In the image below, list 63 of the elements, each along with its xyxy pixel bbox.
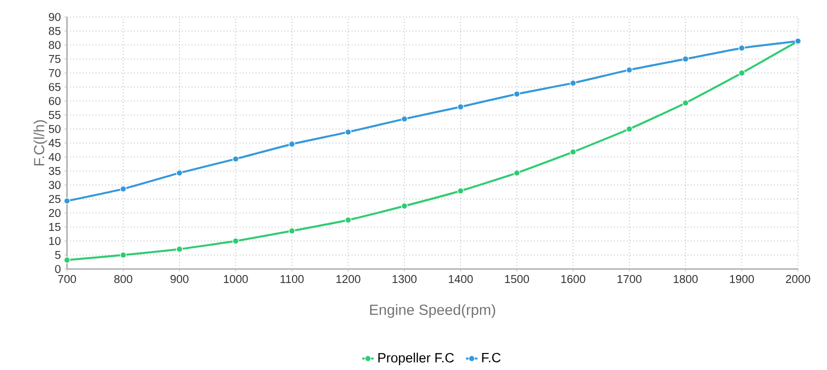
point (682, 100, 689, 106)
legend-label: Propeller F.C (378, 352, 454, 366)
point (120, 186, 127, 192)
y-tick-label: 60 (48, 96, 61, 106)
y-tick-label: 50 (48, 124, 61, 133)
x-tick-label: 1000 (224, 275, 248, 284)
point (626, 126, 633, 132)
y-tick-label: 25 (48, 194, 60, 203)
point (401, 116, 408, 122)
y-tick-label: 10 (49, 236, 61, 245)
y-tick-label: 90 (48, 13, 61, 22)
x-tick-label: 900 (170, 275, 188, 284)
y-axis-title: F.C(l/h) (34, 120, 48, 166)
y-tick-label: 65 (48, 82, 60, 92)
point (738, 70, 746, 76)
y-tick-label: 35 (48, 166, 60, 175)
point (401, 202, 408, 210)
x-axis-title: Engine Speed(rpm) (370, 304, 496, 318)
point (64, 256, 70, 264)
point (288, 140, 296, 148)
point (626, 66, 633, 74)
point (457, 104, 464, 110)
point (570, 148, 576, 156)
x-tick-label: 1900 (730, 275, 754, 284)
y-tick-label: 70 (48, 68, 61, 78)
point (176, 246, 183, 252)
x-tick-label: 800 (114, 275, 132, 284)
point (232, 238, 239, 244)
x-tick-label: 1800 (674, 275, 698, 284)
y-tick-label: 75 (48, 55, 60, 63)
point (457, 188, 464, 194)
y-tick-label: 20 (48, 208, 61, 217)
x-tick-label: 1700 (618, 275, 642, 284)
y-tick-label: 80 (48, 40, 61, 50)
y-tick-label: 15 (49, 223, 60, 231)
y-tick-label: 45 (48, 139, 60, 147)
point (176, 170, 183, 176)
x-tick-label: 700 (58, 275, 76, 284)
point (344, 216, 352, 224)
point (64, 198, 70, 204)
point (570, 80, 576, 86)
legend-label: F.C (482, 352, 501, 362)
point (288, 228, 296, 234)
point (514, 90, 520, 98)
point (344, 128, 352, 136)
x-tick-label: 1200 (336, 275, 360, 284)
y-tick-label: 40 (48, 152, 61, 161)
point (738, 44, 746, 52)
x-tick-label: 2000 (786, 275, 810, 284)
y-tick-label: 55 (48, 111, 60, 119)
x-tick-label: 1500 (505, 275, 530, 284)
point (232, 156, 239, 162)
point (682, 56, 689, 62)
x-tick-label: 1300 (392, 275, 417, 284)
y-tick-label: 0 (55, 264, 61, 273)
y-tick-label: 5 (55, 251, 60, 259)
point (514, 170, 520, 176)
point (120, 252, 127, 258)
y-tick-label: 85 (48, 27, 60, 36)
x-tick-label: 1400 (448, 275, 473, 284)
y-tick-label: 30 (48, 180, 61, 189)
x-tick-label: 1100 (280, 275, 304, 284)
x-tick-label: 1600 (561, 275, 586, 284)
